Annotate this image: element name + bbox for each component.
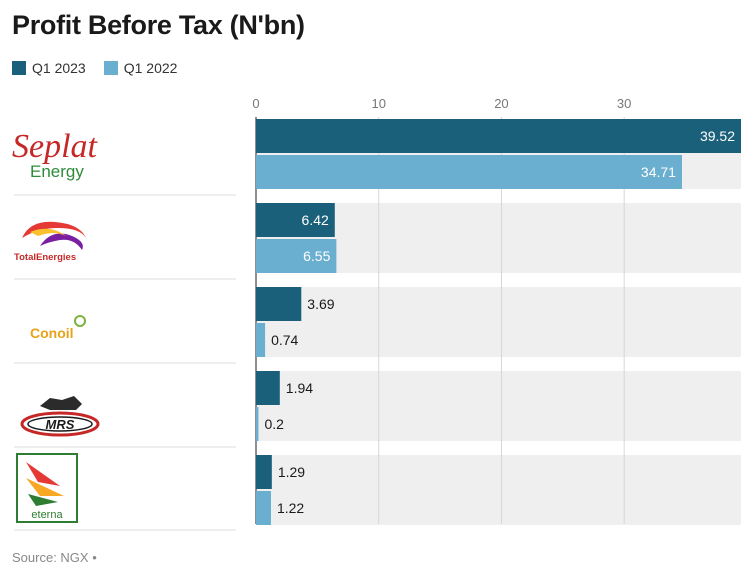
data-label: 34.71 (641, 164, 676, 180)
data-label: 6.42 (302, 212, 329, 228)
bar-q1-2022-3 (256, 407, 259, 441)
x-tick-label: 30 (617, 96, 631, 111)
band-2 (256, 287, 741, 357)
x-tick-label: 10 (371, 96, 385, 111)
eterna-wing-green (28, 494, 58, 506)
conoil-logo: Conoil (30, 315, 86, 341)
bar-q1-2023-2 (256, 287, 302, 321)
data-label: 1.22 (277, 500, 304, 516)
category-separators (14, 194, 236, 531)
mrs-horse-icon (40, 396, 82, 410)
legend-label-q1-2022: Q1 2022 (123, 60, 178, 76)
mrs-logo-text: MRS (46, 417, 75, 432)
seplat-logo-energy: Energy (30, 162, 84, 181)
source-note: Source: NGX • (12, 550, 97, 565)
totalenergies-swoosh-purple (40, 233, 83, 250)
bar-q1-2022-4 (256, 491, 271, 525)
band-3 (256, 371, 741, 441)
value-labels: 39.52 6.42 3.69 1.94 1.29 34.71 6.55 0.74 0.2 1.2… (264, 128, 735, 516)
data-label: 6.55 (303, 248, 330, 264)
seplat-logo: Seplat Energy (12, 128, 99, 181)
x-tick-label: 0 (252, 96, 259, 111)
bars (256, 119, 741, 525)
mrs-logo: MRS (20, 396, 100, 437)
eterna-wing-yellow (26, 478, 64, 496)
totalenergies-swoosh-red (22, 221, 86, 238)
legend-swatch-q1-2023 (12, 61, 26, 75)
bar-q1-2023-3 (256, 371, 280, 405)
bar-q1-2022-0 (256, 155, 682, 189)
eterna-logo: eterna (16, 453, 78, 523)
data-label: 3.69 (307, 296, 334, 312)
conoil-logo-text: Conoil (30, 325, 74, 341)
seplat-logo-text: Seplat (12, 128, 99, 165)
chart-title: Profit Before Tax (N'bn) (12, 10, 305, 40)
bar-q1-2023-0 (256, 119, 741, 153)
bar-q1-2023-1 (256, 203, 335, 237)
bar-q1-2022-2 (256, 323, 266, 357)
legend-item-q1-2023: Q1 2023 (12, 60, 86, 76)
bar-q1-2023-4 (256, 455, 272, 489)
conoil-flower-icon (74, 315, 86, 327)
data-label: 1.94 (286, 380, 313, 396)
band-4 (256, 455, 741, 525)
eterna-logo-text: eterna (31, 509, 63, 521)
totalenergies-swoosh-yellow (30, 228, 66, 236)
axis-ticks: 0 10 20 30 (252, 96, 631, 111)
mrs-inner-oval (27, 416, 93, 432)
band-1 (256, 203, 741, 273)
legend-item-q1-2022: Q1 2022 (103, 60, 178, 76)
totalenergies-logo: TotalEnergies (14, 221, 86, 263)
x-tick-label: 20 (494, 96, 508, 111)
data-label: 1.29 (278, 464, 305, 480)
data-label: 0.74 (271, 332, 298, 348)
data-label: 0.2 (264, 416, 284, 432)
bar-q1-2022-1 (256, 239, 337, 273)
legend-swatch-q1-2022 (103, 61, 118, 75)
eterna-wing-red (26, 462, 60, 486)
data-label: 39.52 (700, 128, 735, 144)
totalenergies-logo-text: TotalEnergies (14, 252, 76, 263)
legend: Q1 2023 Q1 2022 (12, 60, 195, 76)
legend-label-q1-2023: Q1 2023 (32, 60, 86, 76)
